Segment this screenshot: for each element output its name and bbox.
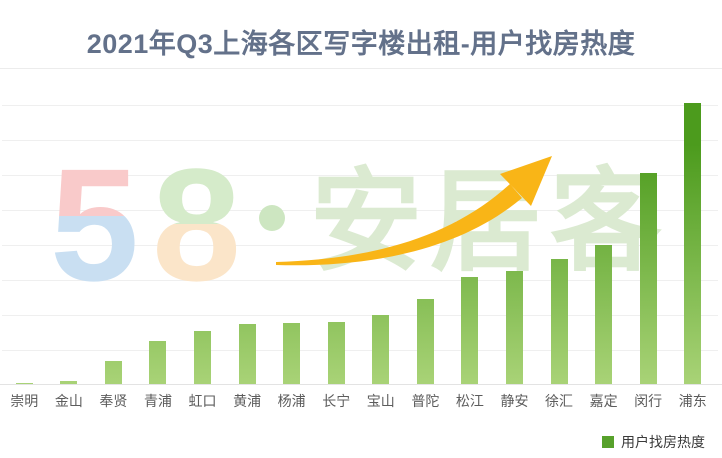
bar-column [403, 88, 448, 385]
bar-column [492, 88, 537, 385]
watermark-8-bottom: 8 [152, 135, 241, 314]
bar-杨浦 [283, 323, 301, 385]
x-axis-label: 奉贤 [99, 393, 128, 409]
gridline [2, 315, 718, 316]
x-axis-line [0, 384, 722, 385]
watermark-8-top: 8 [152, 135, 241, 314]
bar-column [225, 88, 270, 385]
bar-column [448, 88, 493, 385]
legend-label: 用户找房热度 [621, 434, 705, 450]
gridline [2, 175, 718, 176]
page-title: 2021年Q3上海各区写字楼出租-用户找房热度 [86, 29, 636, 59]
bar-column [359, 88, 404, 385]
bar-金山 [60, 381, 78, 385]
bar-column [269, 88, 314, 385]
bar-松江 [461, 277, 479, 385]
x-axis-labels: 崇明 金山 奉贤 青浦 虹口 黄浦 杨浦 长宁 宝山 普陀 松江 静安 徐汇 嘉定 闵行 浦东 [0, 391, 722, 411]
watermark-58-anjuke: 5 5 8 8 安居客 [50, 135, 662, 314]
x-axis-label: 杨浦 [277, 393, 306, 409]
x-axis-label: 青浦 [143, 393, 172, 409]
gridline [2, 210, 718, 211]
gridline [2, 350, 718, 351]
watermark-5-bottom: 5 [50, 135, 139, 314]
plot-columns [0, 88, 722, 385]
x-axis-label: 浦东 [678, 393, 707, 409]
bar-嘉定 [595, 245, 613, 385]
bar-长宁 [327, 322, 345, 385]
bar-column [626, 88, 671, 385]
x-axis-label: 崇明 [10, 393, 39, 409]
x-axis-label: 静安 [500, 393, 529, 409]
x-axis-label: 徐汇 [545, 393, 574, 409]
gridline [2, 245, 718, 246]
gridline [2, 105, 718, 106]
bar-虹口 [194, 331, 212, 385]
bar-浦东 [684, 103, 702, 385]
bar-静安 [505, 271, 523, 385]
x-axis-label: 嘉定 [589, 393, 618, 409]
bar-青浦 [149, 341, 167, 385]
bar-普陀 [416, 299, 434, 385]
x-axis-label: 闵行 [634, 393, 663, 409]
x-axis-label: 宝山 [366, 393, 395, 409]
growth-arrow-icon [276, 156, 552, 266]
bar-徐汇 [550, 259, 568, 385]
bar-宝山 [372, 315, 390, 385]
x-axis-label: 长宁 [322, 393, 351, 409]
bar-column [581, 88, 626, 385]
bar-column [670, 88, 715, 385]
x-axis-label: 虹口 [188, 393, 217, 409]
x-axis-label: 金山 [54, 393, 83, 409]
x-axis-label: 松江 [455, 393, 484, 409]
bar-chart: 5 5 8 8 安居客 [0, 88, 722, 385]
bar-column [537, 88, 582, 385]
title-divider [0, 68, 722, 69]
x-axis-label: 黄浦 [233, 393, 262, 409]
bar-黄浦 [238, 324, 256, 385]
bar-column [136, 88, 181, 385]
bar-column [2, 88, 47, 385]
bar-column [47, 88, 92, 385]
gridline [2, 280, 718, 281]
bar-column [91, 88, 136, 385]
gridline [2, 140, 718, 141]
legend: 用户找房热度 [602, 432, 705, 452]
watermark-5-top: 5 [50, 135, 139, 314]
bar-column [314, 88, 359, 385]
x-axis-label: 普陀 [411, 393, 440, 409]
bar-闵行 [639, 173, 657, 385]
legend-swatch [602, 436, 614, 448]
bar-奉贤 [104, 361, 122, 385]
watermark-dot [259, 205, 285, 231]
bar-column [180, 88, 225, 385]
